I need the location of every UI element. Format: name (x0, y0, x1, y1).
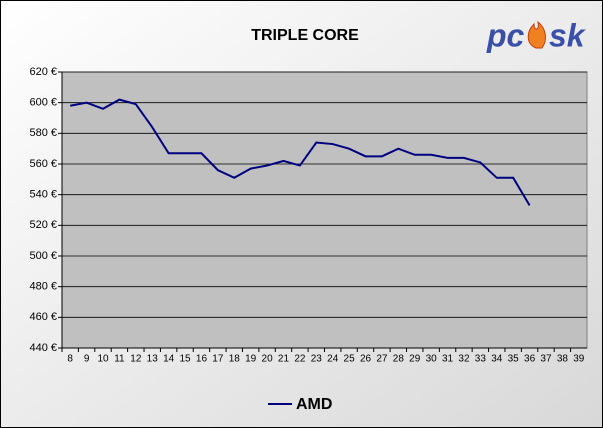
x-tick-label: 34 (491, 354, 503, 365)
y-tick-label: 440 € (29, 342, 57, 354)
x-tick-label: 20 (262, 354, 274, 365)
x-tick-label: 27 (376, 354, 388, 365)
x-tick-label: 37 (540, 354, 552, 365)
x-tick-label: 16 (196, 354, 208, 365)
y-tick-label: 620 € (29, 66, 57, 78)
x-tick-label: 35 (508, 354, 520, 365)
x-tick-label: 33 (475, 354, 487, 365)
y-tick-label: 600 € (29, 97, 57, 109)
x-tick-label: 31 (442, 354, 454, 365)
x-tick-label: 25 (344, 354, 356, 365)
x-tick-label: 28 (393, 354, 405, 365)
x-tick-label: 32 (458, 354, 470, 365)
legend-label: AMD (296, 396, 332, 413)
y-tick-label: 520 € (29, 219, 57, 231)
plot-area (61, 71, 588, 349)
x-tick-label: 39 (573, 354, 585, 365)
x-tick-label: 17 (212, 354, 224, 365)
logo-text: sk (549, 17, 587, 53)
x-tick-label: 19 (245, 354, 257, 365)
x-tick-label: 8 (67, 354, 73, 365)
x-tick-label: 9 (84, 354, 90, 365)
x-tick-label: 21 (278, 354, 290, 365)
x-tick-label: 24 (327, 354, 339, 365)
x-tick-label: 11 (114, 354, 125, 365)
logo-text: pc (486, 17, 525, 53)
y-tick-label: 540 € (29, 189, 57, 201)
y-tick-label: 480 € (29, 281, 57, 293)
chart-title: TRIPLE CORE (251, 27, 359, 44)
x-tick-label: 15 (179, 354, 191, 365)
x-tick-label: 10 (97, 354, 109, 365)
x-tick-label: 26 (360, 354, 372, 365)
x-tick-label: 36 (524, 354, 536, 365)
data-line (70, 98, 531, 206)
y-tick-label: 500 € (29, 250, 57, 262)
x-tick-label: 14 (163, 354, 175, 365)
x-tick-label: 23 (311, 354, 323, 365)
y-tick-label: 560 € (29, 158, 57, 170)
x-tick-label: 22 (294, 354, 306, 365)
x-tick-label: 18 (229, 354, 241, 365)
y-tick-label: 580 € (29, 127, 57, 139)
x-tick-label: 30 (426, 354, 438, 365)
y-tick-label: 460 € (29, 311, 57, 323)
logo-flame (527, 20, 546, 49)
x-tick-label: 38 (557, 354, 569, 365)
logo: pc sk (486, 17, 587, 53)
x-tick-label: 13 (147, 354, 159, 365)
x-tick-label: 29 (409, 354, 421, 365)
x-tick-label: 12 (130, 354, 142, 365)
